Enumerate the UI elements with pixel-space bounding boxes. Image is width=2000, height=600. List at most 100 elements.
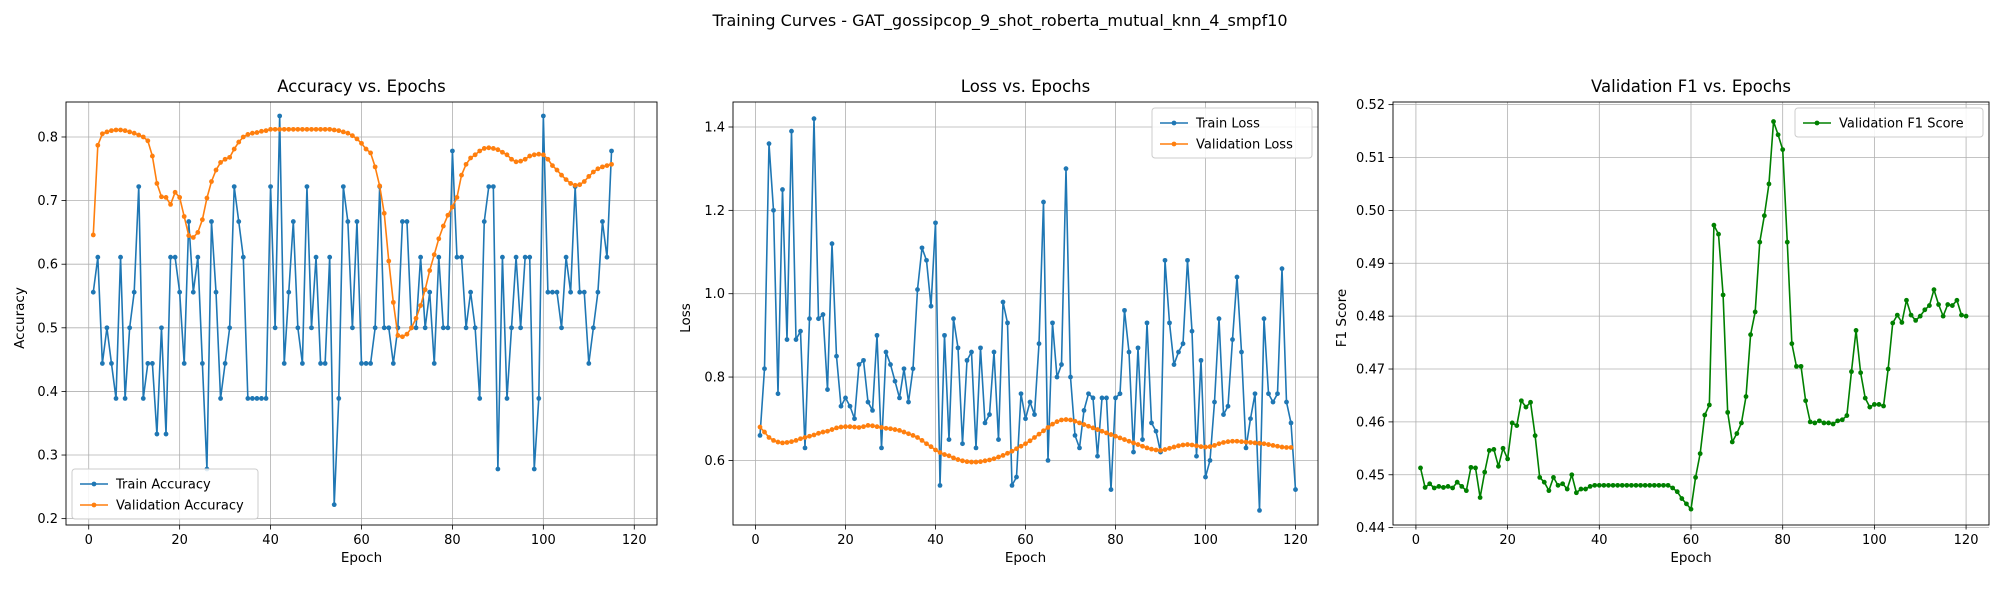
loss-data-point	[1284, 399, 1289, 405]
loss-legend-marker	[1171, 120, 1177, 126]
loss-chart-panel: Loss vs. Epochs Epoch Loss 0 20 40 60 80 100 1…	[678, 77, 1319, 566]
f1-data-point	[1876, 402, 1882, 407]
accuracy-data-point	[450, 204, 455, 210]
accuracy-data-point	[95, 142, 101, 148]
loss-data-point	[951, 316, 956, 322]
f1-data-point	[1532, 433, 1538, 439]
loss-data-point	[784, 337, 790, 342]
loss-data-point	[1266, 391, 1271, 397]
loss-data-point	[1203, 444, 1208, 450]
loss-data-point	[834, 353, 839, 359]
loss-data-point	[1167, 445, 1172, 451]
accuracy-data-point	[213, 167, 219, 173]
accuracy-data-point	[331, 502, 337, 508]
f1-data-point	[1670, 485, 1676, 491]
f1-data-point	[1422, 485, 1428, 490]
accuracy-data-point	[209, 219, 214, 224]
accuracy-data-point	[527, 153, 533, 159]
loss-data-point	[1279, 266, 1285, 272]
accuracy-data-point	[254, 130, 260, 135]
accuracy-data-point	[181, 361, 187, 366]
f1-data-point	[1734, 431, 1740, 436]
loss-data-point	[847, 403, 853, 409]
accuracy-data-point	[145, 361, 151, 366]
accuracy-legend-label: Validation Accuracy	[116, 499, 244, 514]
accuracy-data-point	[586, 174, 592, 179]
loss-data-point	[802, 445, 808, 451]
f1-data-point	[1661, 482, 1666, 488]
loss-data-point	[811, 432, 817, 438]
f1-data-point	[1894, 312, 1900, 318]
accuracy-data-point	[509, 325, 514, 331]
loss-data-point	[1261, 441, 1267, 447]
loss-data-point	[906, 431, 911, 437]
loss-data-point	[1212, 443, 1217, 448]
loss-data-point	[1090, 395, 1096, 401]
accuracy-data-point	[295, 126, 301, 132]
loss-data-point	[1185, 257, 1190, 263]
f1-data-point	[1491, 446, 1497, 452]
loss-data-point	[1270, 443, 1276, 448]
loss-data-point	[825, 387, 830, 392]
accuracy-data-point	[131, 130, 137, 136]
accuracy-data-point	[113, 127, 119, 133]
f1-data-point	[1885, 366, 1891, 372]
f1-data-point	[1789, 341, 1795, 347]
f1-data-point	[1523, 404, 1529, 410]
loss-data-point	[798, 328, 803, 334]
accuracy-data-point	[431, 361, 437, 366]
loss-data-point	[1086, 423, 1091, 429]
f1-series-line-0	[1419, 120, 1967, 510]
loss-data-point	[1261, 316, 1267, 322]
loss-data-point	[1194, 443, 1199, 449]
accuracy-data-point	[563, 254, 569, 260]
loss-data-point	[829, 241, 835, 247]
accuracy-data-point	[190, 235, 196, 240]
loss-data-point	[1104, 430, 1109, 436]
accuracy-data-point	[90, 232, 96, 238]
f1-data-point	[1684, 501, 1689, 507]
loss-data-point	[1212, 399, 1217, 405]
loss-data-point	[942, 332, 947, 338]
accuracy-data-point	[99, 131, 105, 137]
accuracy-data-point	[304, 184, 310, 190]
loss-data-point	[1252, 391, 1258, 397]
loss-data-point	[861, 357, 866, 363]
accuracy-legend-marker	[91, 502, 97, 508]
accuracy-data-point	[422, 325, 428, 331]
f1-data-point	[1445, 484, 1451, 489]
f1-legend: Validation F1 Score	[1794, 107, 1984, 138]
loss-data-point	[960, 458, 965, 464]
accuracy-data-point	[540, 113, 546, 119]
accuracy-data-point	[459, 172, 464, 178]
accuracy-data-point	[254, 396, 260, 401]
f1-data-point	[1858, 370, 1864, 376]
loss-data-point	[897, 428, 902, 433]
f1-data-point	[1794, 363, 1799, 369]
loss-data-point	[789, 128, 794, 134]
f1-data-point	[1697, 451, 1703, 457]
accuracy-legend-label: Train Accuracy	[115, 478, 211, 493]
loss-data-point	[1009, 448, 1015, 454]
loss-data-point	[901, 429, 907, 435]
accuracy-data-point	[409, 325, 414, 331]
f1-data-point	[1904, 297, 1909, 303]
accuracy-data-point	[554, 289, 560, 295]
loss-legend-box	[1151, 107, 1313, 159]
loss-data-point	[996, 454, 1001, 460]
accuracy-data-point	[118, 254, 123, 260]
loss-data-point	[757, 433, 763, 438]
accuracy-data-point	[581, 289, 587, 295]
loss-data-point	[861, 424, 866, 430]
accuracy-data-point	[427, 289, 433, 295]
loss-data-point	[1077, 420, 1082, 426]
accuracy-data-point	[290, 219, 296, 224]
loss-legend: Train Loss Validation Loss	[1151, 107, 1313, 159]
f1-data-point	[1578, 486, 1584, 492]
accuracy-data-point	[590, 169, 596, 175]
f1-data-point	[1629, 482, 1634, 488]
accuracy-data-point	[309, 126, 314, 132]
f1-data-point	[1890, 320, 1896, 326]
accuracy-data-point	[422, 287, 428, 293]
accuracy-data-point	[190, 289, 196, 295]
